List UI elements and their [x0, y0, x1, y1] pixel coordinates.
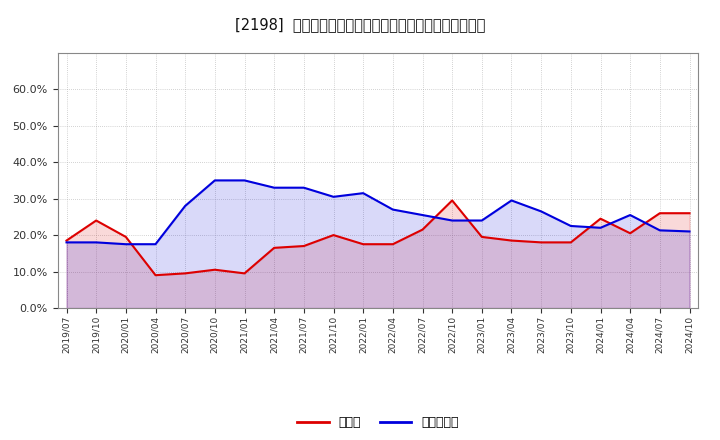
現頒金 — [210, 267, 219, 272]
Line: 有利子負債: 有利子負債 — [66, 180, 690, 244]
有利子負債 — [537, 209, 546, 214]
有利子負債 — [655, 228, 664, 233]
有利子負債 — [596, 225, 605, 231]
現頒金 — [300, 243, 308, 249]
有利子負債 — [329, 194, 338, 199]
有利子負債 — [210, 178, 219, 183]
現頒金 — [359, 242, 367, 247]
現頒金 — [240, 271, 249, 276]
現頒金 — [567, 240, 575, 245]
現頒金 — [62, 238, 71, 243]
Line: 現頒金: 現頒金 — [66, 201, 690, 275]
現頒金 — [477, 234, 486, 239]
現頒金 — [448, 198, 456, 203]
有利子負債 — [92, 240, 101, 245]
現頒金 — [685, 211, 694, 216]
現頒金 — [418, 227, 427, 232]
現頒金 — [92, 218, 101, 223]
現頒金 — [151, 272, 160, 278]
Legend: 現頒金, 有利子負債: 現頒金, 有利子負債 — [292, 411, 464, 434]
現頒金 — [626, 231, 634, 236]
有利子負債 — [626, 213, 634, 218]
有利子負債 — [181, 203, 189, 209]
有利子負債 — [240, 178, 249, 183]
有利子負債 — [389, 207, 397, 212]
現頒金 — [596, 216, 605, 221]
現頒金 — [329, 232, 338, 238]
現頒金 — [181, 271, 189, 276]
有利子負債 — [62, 240, 71, 245]
現頒金 — [507, 238, 516, 243]
有利子負債 — [270, 185, 279, 191]
有利子負債 — [567, 224, 575, 229]
有利子負債 — [122, 242, 130, 247]
有利子負債 — [300, 185, 308, 191]
現頒金 — [270, 245, 279, 250]
有利子負債 — [418, 213, 427, 218]
有利子負債 — [151, 242, 160, 247]
現頒金 — [122, 234, 130, 239]
現頒金 — [389, 242, 397, 247]
現頒金 — [655, 211, 664, 216]
有利子負債 — [507, 198, 516, 203]
現頒金 — [537, 240, 546, 245]
有利子負債 — [685, 229, 694, 234]
有利子負債 — [477, 218, 486, 223]
有利子負債 — [448, 218, 456, 223]
有利子負債 — [359, 191, 367, 196]
Text: [2198]  現頒金、有利子負債の総資産に対する比率の推移: [2198] 現頒金、有利子負債の総資産に対する比率の推移 — [235, 18, 485, 33]
